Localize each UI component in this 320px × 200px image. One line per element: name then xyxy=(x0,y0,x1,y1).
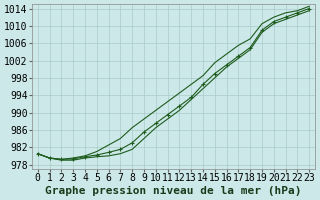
X-axis label: Graphe pression niveau de la mer (hPa): Graphe pression niveau de la mer (hPa) xyxy=(45,186,302,196)
